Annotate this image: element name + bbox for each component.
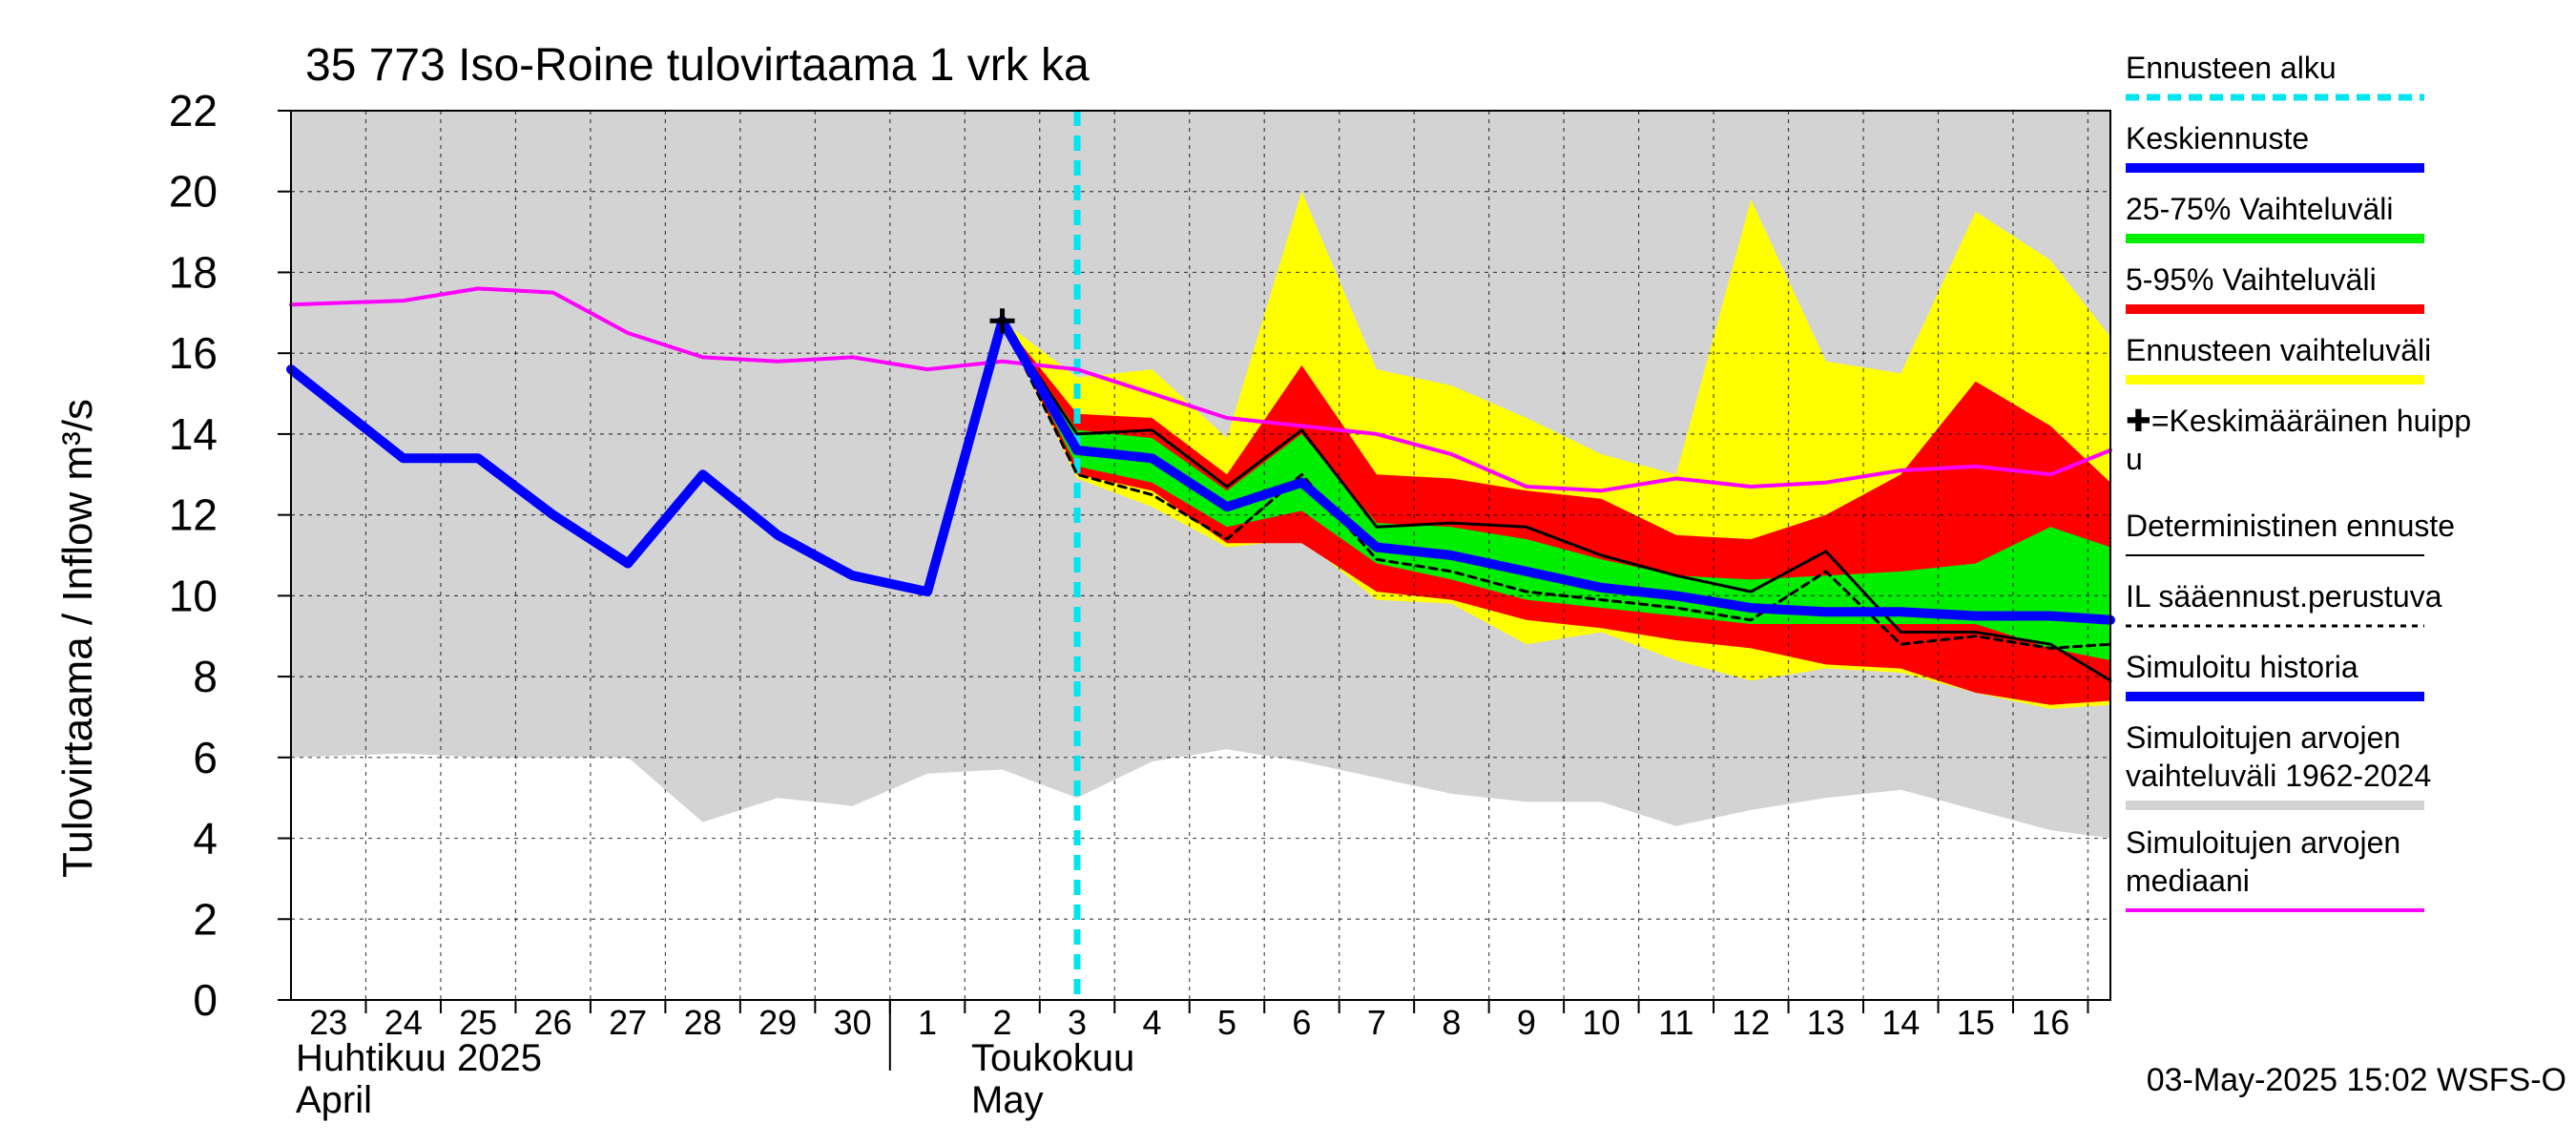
x-tick-label-18: 11	[1658, 1003, 1693, 1042]
x-tick-label-20: 13	[1807, 1003, 1845, 1042]
y-tick-label-5: 10	[169, 571, 218, 620]
x-tick-label-23: 16	[2031, 1003, 2069, 1042]
legend-label-0: Ennusteen alku	[2126, 51, 2337, 85]
y-tick-label-9: 18	[169, 247, 218, 297]
line-2	[1001, 319, 2112, 682]
grid-lines	[291, 110, 2110, 1001]
month-label-en-april: April	[296, 1079, 372, 1121]
plot-frame	[290, 110, 2111, 1001]
plot-border	[290, 110, 2111, 1001]
y-tick-label-7: 14	[169, 409, 218, 459]
legend-label-9: Simuloitujen arvojen	[2126, 720, 2400, 755]
y-tick-label-2: 4	[193, 814, 218, 864]
x-tick-label-3: 26	[534, 1003, 572, 1042]
x-tick-label-13: 6	[1292, 1003, 1311, 1042]
legend-label-5: ✚=Keskimääräinen huipp	[2126, 404, 2471, 438]
y-tick-label-3: 6	[193, 733, 218, 782]
month-label-fi-april: Huhtikuu 2025	[296, 1037, 542, 1079]
x-tick-label-11: 4	[1142, 1003, 1161, 1042]
x-tick-label-0: 23	[309, 1003, 347, 1042]
legend-label2-10: mediaani	[2126, 864, 2250, 898]
y-tick-label-1: 2	[193, 894, 218, 944]
x-tick-label-10: 3	[1068, 1003, 1087, 1042]
legend-label-4: Ennusteen vaihteluväli	[2126, 333, 2431, 367]
legend-label-8: Simuloitu historia	[2126, 650, 2358, 684]
x-tick-label-1: 24	[384, 1003, 423, 1042]
month-label-fi-may: Toukokuu	[971, 1037, 1134, 1079]
legend-label-3: 5-95% Vaihteluväli	[2126, 262, 2377, 297]
band-3	[1002, 321, 2110, 661]
line-0	[289, 286, 2112, 493]
y-tick-label-4: 8	[193, 652, 218, 701]
y-tick-label-0: 0	[193, 975, 218, 1025]
x-tick-label-4: 27	[609, 1003, 647, 1042]
y-axis-label: Tulovirtaama / Inflow m³/s	[54, 399, 101, 878]
x-tick-label-15: 8	[1442, 1003, 1461, 1042]
x-tick-label-14: 7	[1367, 1003, 1386, 1042]
forecast-bands	[291, 111, 2110, 839]
legend-label-2: 25-75% Vaihteluväli	[2126, 192, 2393, 226]
x-tick-label-9: 2	[993, 1003, 1012, 1042]
legend-label-10: Simuloitujen arvojen	[2126, 825, 2400, 860]
x-tick-label-2: 25	[459, 1003, 497, 1042]
legend: Ennusteen alku Keskiennuste 25-75% Vaihtel…	[2126, 51, 2471, 912]
legend-label2-5: u	[2126, 442, 2143, 476]
x-tick-label-5: 28	[684, 1003, 722, 1042]
y-tick-label-8: 16	[169, 328, 218, 378]
timestamp: 03-May-2025 15:02 WSFS-O	[2147, 1062, 2566, 1098]
peak-marker	[989, 308, 1015, 334]
x-tick-label-8: 1	[918, 1003, 937, 1042]
x-tick-label-22: 15	[1957, 1003, 1995, 1042]
x-tick-label-19: 12	[1732, 1003, 1770, 1042]
y-axis: 0 2 4 6 8 10 12 14 16 18 20 22	[169, 86, 291, 1025]
x-axis: 23 24 25 26 27 28 29 30 1 2 3 4 5 6 7 8 9 10 11 12 13 14 15 16	[309, 1000, 2089, 1071]
y-tick-label-6: 12	[169, 490, 218, 540]
x-tick-label-21: 14	[1881, 1003, 1920, 1042]
line-4	[997, 316, 2115, 625]
x-tick-label-17: 10	[1582, 1003, 1620, 1042]
line-1	[286, 316, 1008, 597]
x-tick-label-12: 5	[1217, 1003, 1236, 1042]
month-label-en-may: May	[971, 1079, 1044, 1121]
chart-title: 35 773 Iso-Roine tulovirtaama 1 vrk ka	[305, 40, 1090, 91]
legend-label-6: Deterministinen ennuste	[2126, 509, 2455, 543]
legend-label-7: IL sääennust.perustuva	[2126, 579, 2442, 614]
x-tick-label-16: 9	[1517, 1003, 1536, 1042]
x-tick-label-7: 30	[834, 1003, 872, 1042]
series-lines	[286, 111, 2115, 1000]
legend-label-1: Keskiennuste	[2126, 121, 2309, 156]
line-3	[1001, 319, 2112, 650]
legend-label2-9: vaihteluväli 1962-2024	[2126, 759, 2431, 793]
y-tick-label-10: 20	[169, 167, 218, 217]
x-tick-label-6: 29	[758, 1003, 797, 1042]
y-tick-label-11: 22	[169, 86, 218, 135]
